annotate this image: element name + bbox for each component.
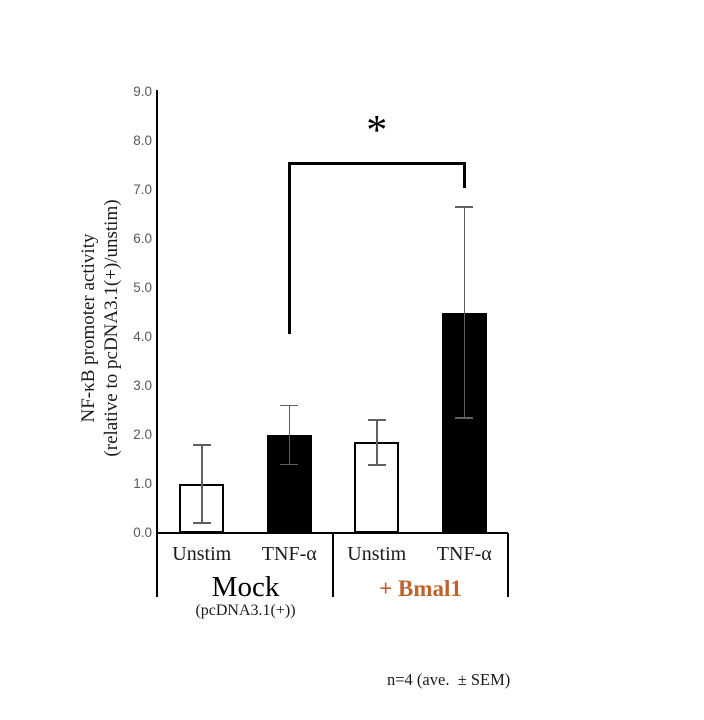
- significance-bracket-top: [288, 162, 466, 165]
- significance-bracket-left-leg: [288, 162, 291, 334]
- group-label: + Bmal1: [379, 576, 462, 601]
- annotation: n=4 (ave. ± SEM) mock/TNF-α v.s. Bmal1/T…: [387, 626, 660, 720]
- annotation-line1: n=4 (ave. ± SEM): [387, 670, 511, 689]
- error-bar-cap-bottom: [280, 463, 299, 466]
- x-tick-label: Unstim: [347, 543, 407, 565]
- y-tick-label: 8.0: [133, 133, 152, 148]
- group-sublabel: (pcDNA3.1(+)): [195, 602, 296, 619]
- x-tick-label: TNF-α: [261, 543, 317, 565]
- error-bar-cap-top: [280, 404, 299, 407]
- error-bar-cap-bottom: [192, 522, 211, 524]
- error-bar-cap-bottom: [367, 464, 386, 466]
- y-tick-label: 7.0: [133, 182, 152, 197]
- error-bar-line: [201, 444, 203, 524]
- error-bar-cap-top: [192, 444, 211, 446]
- error-bar-line: [463, 207, 465, 418]
- y-tick-label: 6.0: [133, 231, 152, 246]
- y-axis-line: [156, 90, 158, 597]
- group-divider: [507, 533, 509, 597]
- significance-bracket-right-leg: [463, 162, 466, 188]
- y-tick-label: 3.0: [133, 378, 152, 393]
- error-bar-cap-top: [367, 419, 386, 421]
- error-bar-cap-bottom: [455, 417, 474, 419]
- y-tick-label: 4.0: [133, 329, 152, 344]
- group-divider: [332, 533, 334, 597]
- y-tick-label: 5.0: [133, 280, 152, 295]
- error-bar-line: [376, 419, 378, 465]
- x-tick-label: TNF-α: [436, 543, 492, 565]
- significance-asterisk: *: [366, 108, 388, 155]
- x-tick-label: Unstim: [172, 543, 232, 565]
- error-bar-line: [288, 405, 290, 465]
- error-bar-cap-top: [455, 206, 474, 208]
- y-tick-label: 2.0: [133, 427, 152, 442]
- y-tick-label: 9.0: [133, 84, 152, 99]
- group-label: Mock: [211, 571, 280, 603]
- y-tick-label: 1.0: [133, 476, 152, 491]
- y-tick-label: 0.0: [133, 525, 152, 540]
